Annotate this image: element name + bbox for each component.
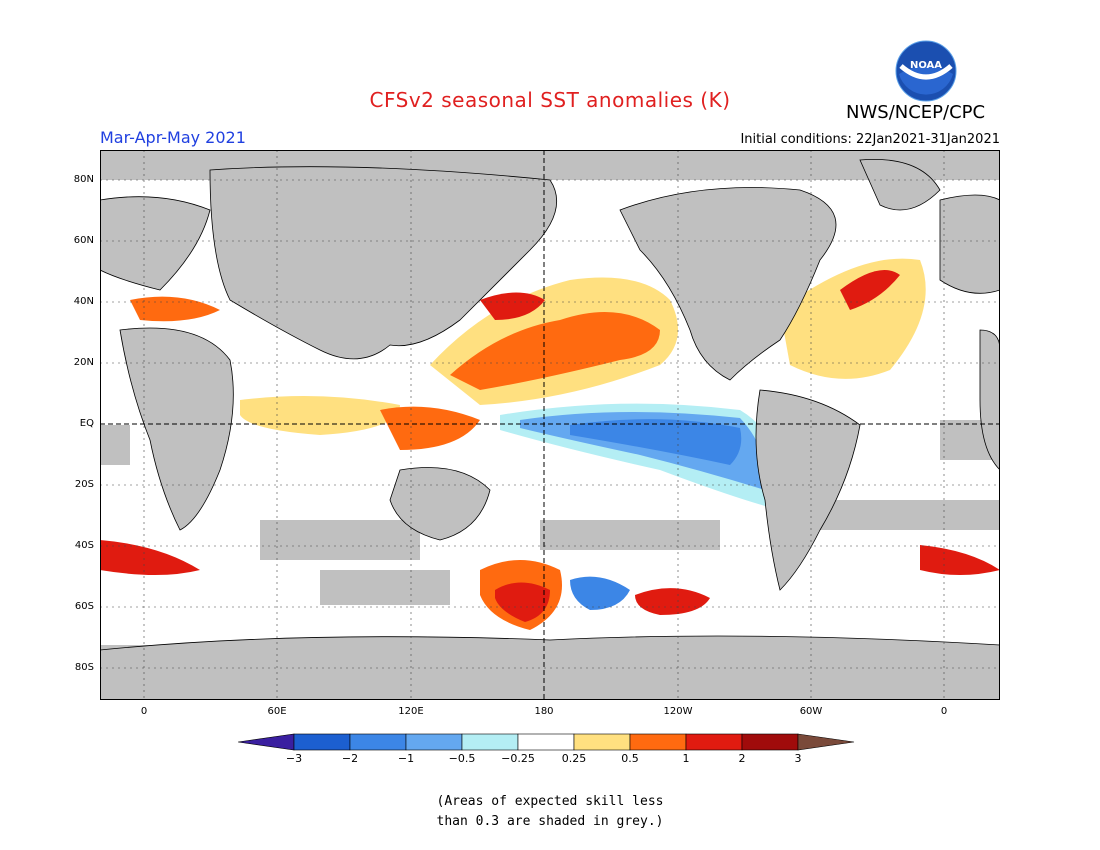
colorbar-label: −0.25	[501, 752, 535, 765]
lat-label: 20N	[73, 357, 94, 368]
lon-label: 60E	[267, 706, 287, 717]
colorbar-swatch	[573, 733, 631, 751]
lon-label: 120W	[663, 706, 693, 717]
north-atlantic-warm-core	[840, 270, 900, 310]
south-atlantic-warm	[100, 540, 200, 575]
lon-label: 60W	[799, 706, 823, 717]
sst-anomaly-map	[100, 150, 1000, 700]
lat-label: 80S	[74, 662, 94, 673]
lon-label: 180	[534, 706, 554, 717]
equator-and-dateline	[100, 150, 1000, 700]
colorbar-swatch	[517, 733, 575, 751]
colorbar-swatch	[349, 733, 407, 751]
lat-label: 40S	[74, 540, 94, 551]
colorbar-label: −0.5	[448, 752, 476, 765]
colorbar-label: 3	[794, 752, 802, 765]
sst-anomaly-shading	[100, 258, 1000, 630]
maritime-continent-warm	[380, 406, 480, 450]
europe-west	[100, 196, 211, 291]
grid-lines	[100, 150, 1000, 700]
southern-ocean-warm-nz-core	[495, 582, 550, 622]
colorbar-label: 0.25	[561, 752, 587, 765]
indian-ocean-warm	[240, 396, 400, 435]
noaa-logo: NOAA	[895, 40, 957, 102]
logo-text: NOAA	[910, 60, 942, 71]
initial-conditions-label: Initial conditions: 22Jan2021-31Jan2021	[740, 132, 1000, 147]
colorbar-labels: −3 −2 −1 −0.5 −0.25 0.25 0.5 1 2 3	[238, 752, 862, 768]
north-atlantic-warm	[780, 258, 926, 379]
season-label: Mar-Apr-May 2021	[100, 128, 246, 147]
lon-label: 120E	[398, 706, 424, 717]
north-america	[619, 187, 837, 381]
southern-ocean-warm-east	[635, 588, 710, 615]
colorbar-swatches	[238, 733, 855, 751]
lat-label: 60S	[74, 601, 94, 612]
skill-note: (Areas of expected skill less than 0.3 a…	[0, 792, 1100, 832]
australia	[389, 467, 491, 541]
colorbar-label: −3	[285, 752, 303, 765]
skill-note-line1: (Areas of expected skill less	[436, 794, 664, 809]
skill-note-line2: than 0.3 are shaded in grey.)	[436, 814, 664, 829]
southern-ocean-cold	[570, 576, 630, 610]
map-title: CFSv2 seasonal SST anomalies (K)	[369, 88, 731, 112]
lon-label: 0	[140, 706, 148, 717]
lon-label: 0	[940, 706, 948, 717]
colorbar	[238, 733, 855, 751]
colorbar-swatch	[405, 733, 463, 751]
lat-label: 60N	[73, 235, 94, 246]
colorbar-swatch	[461, 733, 519, 751]
mediterranean-warm	[130, 296, 220, 322]
colorbar-swatch	[685, 733, 743, 751]
kuroshio-warm	[480, 292, 545, 320]
greenland	[859, 159, 941, 211]
colorbar-swatch	[629, 733, 687, 751]
colorbar-swatch	[741, 733, 799, 751]
south-america	[755, 389, 861, 591]
colorbar-arrow-low	[238, 733, 295, 751]
africa	[119, 327, 234, 531]
colorbar-label: 2	[738, 752, 746, 765]
agency-label: NWS/NCEP/CPC	[846, 102, 986, 123]
colorbar-swatch	[293, 733, 351, 751]
north-pacific-warm-core	[450, 312, 660, 390]
la-nina-cold-core	[570, 419, 742, 465]
europe-east	[939, 194, 1000, 294]
lat-label: EQ	[79, 418, 94, 429]
eurasia	[209, 166, 557, 360]
colorbar-label: −1	[397, 752, 415, 765]
colorbar-arrow-high	[797, 733, 855, 751]
lat-label: 20S	[74, 479, 94, 490]
lat-label: 40N	[73, 296, 94, 307]
south-atlantic-warm-east	[920, 545, 1000, 575]
colorbar-label: 0.5	[621, 752, 639, 765]
colorbar-label: 1	[682, 752, 690, 765]
lat-label: 80N	[73, 174, 94, 185]
colorbar-label: −2	[341, 752, 359, 765]
